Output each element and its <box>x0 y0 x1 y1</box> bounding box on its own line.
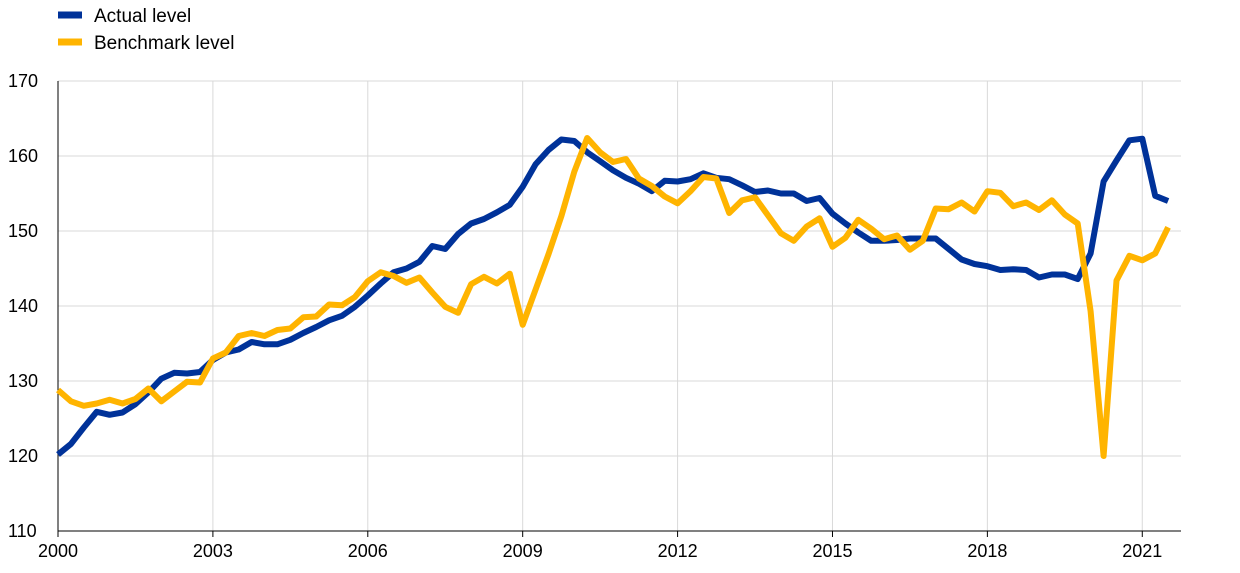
x-tick-label: 2000 <box>38 541 78 561</box>
x-tick-label: 2018 <box>967 541 1007 561</box>
y-tick-label: 160 <box>8 146 38 166</box>
y-tick-label: 140 <box>8 296 38 316</box>
y-tick-label: 130 <box>8 371 38 391</box>
series-line-actual-level <box>56 135 1170 457</box>
legend-label: Benchmark level <box>94 33 234 54</box>
legend: Actual level Benchmark level <box>58 6 234 54</box>
grid-lines <box>57 80 1181 531</box>
x-tick-label: 2015 <box>812 541 852 561</box>
x-tick-label: 2009 <box>503 541 543 561</box>
y-tick-label: 150 <box>8 221 38 241</box>
y-tick-label: 170 <box>8 71 38 91</box>
x-tick-label: 2012 <box>658 541 698 561</box>
x-tick-label: 2006 <box>348 541 388 561</box>
series-line-benchmark-level <box>56 135 1171 459</box>
axes: 110 120 130 140 150 160 170 2000 2003 2006 2009 201… <box>8 71 1181 561</box>
legend-label: Actual level <box>94 6 191 27</box>
series-lines <box>56 135 1171 459</box>
x-tick-label: 2003 <box>193 541 233 561</box>
x-tick-label: 2021 <box>1122 541 1162 561</box>
y-tick-label: 110 <box>8 521 37 541</box>
y-tick-label: 120 <box>8 446 38 466</box>
